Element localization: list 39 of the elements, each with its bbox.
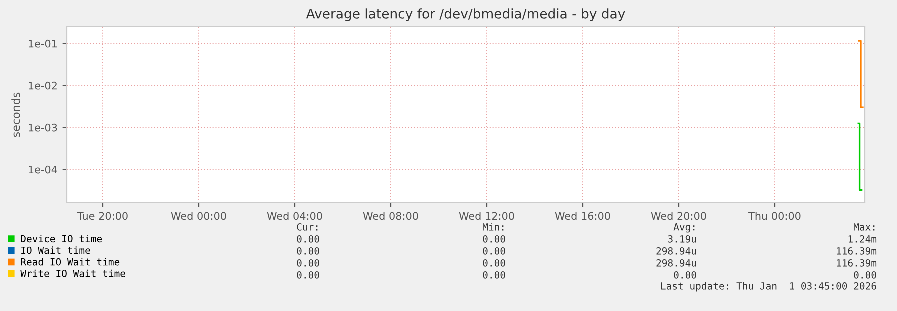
text: Last update: Thu Jan 1 03:45:00 2026 [661, 282, 876, 292]
text: 298.94u [656, 247, 696, 255]
text: 0.00 [483, 247, 506, 255]
text: 0.00 [297, 259, 320, 267]
text: 3.19u [668, 235, 696, 243]
text: 0.00 [483, 259, 506, 267]
text: 0.00 [483, 271, 506, 279]
y-tick-label: 1e-01 [29, 40, 58, 48]
text: 0.00 [297, 271, 320, 279]
text: 298.94u [656, 259, 696, 267]
text: 1.24m [848, 235, 877, 243]
text: 0.00 [854, 271, 876, 279]
text: 0.00 [297, 235, 320, 243]
text: Min: [482, 223, 504, 231]
text: 0.00 [483, 235, 506, 243]
x-tick-label: Thu 00:00 [748, 212, 801, 220]
legend-label: Write IO Wait time [20, 270, 126, 278]
x-tick-label: Tue 20:00 [77, 212, 128, 220]
text: 116.39m [837, 247, 877, 255]
text: 0.00 [674, 271, 696, 279]
x-tick-label: Wed 04:00 [267, 212, 322, 220]
y-tick-label: 1e-04 [29, 166, 58, 174]
y-tick-label: 1e-02 [29, 82, 57, 90]
text: 116.39m [837, 259, 877, 267]
y-axis-title: seconds [12, 92, 20, 138]
text: Max: [854, 224, 875, 231]
text: 0.00 [297, 247, 320, 255]
x-tick-label: Wed 16:00 [555, 212, 610, 220]
legend-label: IO Wait time [22, 246, 90, 254]
x-tick-label: Wed 20:00 [651, 212, 706, 220]
text: Cur: [297, 223, 318, 231]
chart-title: Average latency for /dev/bmedia/media - by day [306, 8, 626, 22]
text: Avg: [674, 224, 695, 233]
x-tick-label: Wed 08:00 [363, 212, 418, 220]
legend-label: Read IO Wait time [21, 258, 120, 266]
legend-label: Device IO time [21, 235, 102, 243]
y-tick-label: 1e-03 [29, 124, 58, 132]
x-tick-label: Wed 12:00 [459, 212, 514, 220]
x-tick-label: Wed 00:00 [171, 212, 226, 220]
